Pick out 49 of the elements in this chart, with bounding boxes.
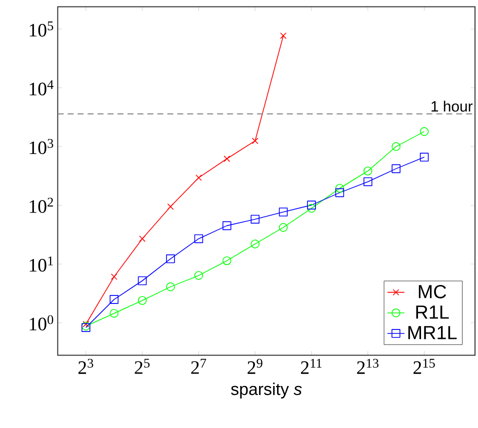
point [195, 174, 202, 181]
point [167, 203, 174, 210]
point [222, 256, 232, 266]
x-tick-label: 2$^{11}$ [300, 358, 322, 374]
point [250, 214, 260, 224]
point [138, 276, 147, 286]
point [250, 240, 260, 248]
y-tick-label: 10$^{2}$ [30, 198, 53, 213]
y-tick-label: 10$^{4}$ [30, 80, 54, 96]
point [194, 271, 204, 280]
point [252, 138, 258, 144]
y-tick-label: 10$^{0}$ [30, 315, 54, 330]
point [364, 177, 372, 186]
point [420, 152, 429, 162]
point [82, 320, 90, 328]
point [166, 282, 175, 292]
y-tick-label: 10$^{1}$ [30, 256, 53, 272]
point [110, 273, 118, 280]
point [392, 164, 400, 174]
point [335, 184, 344, 193]
point [110, 295, 118, 304]
x-tick-label: 2$^{15}$ [414, 358, 435, 374]
x-tick-label: 2$^{9}$ [248, 358, 262, 374]
x-axis-title: sparsity s [231, 382, 302, 398]
y-tick-label: 10$^{3}$ [30, 138, 54, 154]
ref-line-label: 1 hour [432, 100, 473, 112]
point [307, 200, 316, 210]
point [138, 296, 147, 305]
point [224, 156, 230, 162]
y-tick-label: 10$^{5}$ [30, 21, 54, 37]
point [280, 32, 287, 39]
x-tick-label: 2$^{5}$ [134, 358, 150, 374]
point [364, 166, 372, 176]
legend-label: R1L [416, 306, 449, 319]
point [194, 234, 204, 244]
point [166, 254, 175, 264]
x-tick-label: 2$^{13}$ [357, 358, 378, 374]
point [335, 188, 344, 198]
legend-label: MC [418, 284, 446, 298]
point [392, 142, 400, 151]
point [110, 308, 118, 318]
point [222, 221, 232, 230]
x-tick-label: 2$^{7}$ [191, 358, 206, 374]
point [278, 223, 288, 232]
legend-label: MR1L [408, 326, 457, 340]
point [420, 127, 429, 136]
point [278, 208, 288, 216]
x-tick-label: 2$^{3}$ [78, 358, 94, 374]
point [139, 236, 146, 242]
